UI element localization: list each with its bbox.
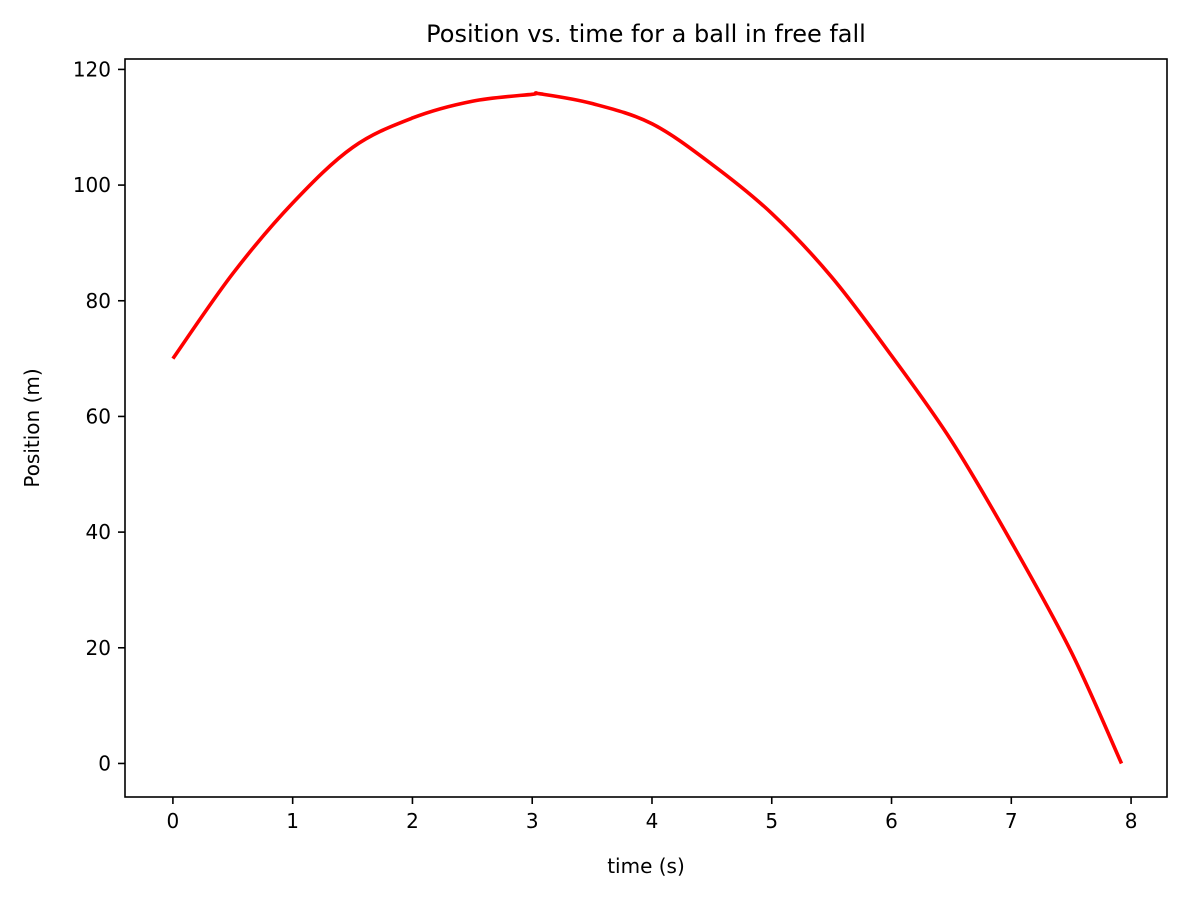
- x-tick-label: 6: [885, 809, 898, 833]
- x-tick-label: 2: [406, 809, 419, 833]
- y-tick-label: 40: [86, 520, 111, 544]
- x-tick-label: 7: [1005, 809, 1018, 833]
- x-tick-label: 3: [526, 809, 539, 833]
- series-line: [171, 91, 1124, 765]
- x-tick-label: 5: [765, 809, 778, 833]
- y-axis-label: Position (m): [20, 368, 44, 487]
- y-tick-label: 80: [86, 289, 111, 313]
- y-tick-label: 0: [98, 751, 111, 775]
- y-tick-label: 100: [73, 173, 111, 197]
- y-tick-label: 120: [73, 57, 111, 81]
- x-tick-label: 1: [286, 809, 299, 833]
- y-tick-label: 60: [86, 404, 111, 428]
- x-tick-label: 8: [1125, 809, 1138, 833]
- x-axis: 0 1 2 3 4 5 6 7 8: [167, 797, 1138, 833]
- x-axis-label: time (s): [607, 854, 685, 878]
- y-tick-label: 20: [86, 636, 111, 660]
- plot-area: [171, 91, 1124, 765]
- x-tick-label: 0: [167, 809, 180, 833]
- x-tick-label: 4: [646, 809, 659, 833]
- y-axis: 0 20 40 60 80 100 120: [73, 57, 125, 775]
- axes-frame: [124, 58, 1168, 798]
- chart-title: Position vs. time for a ball in free fal…: [426, 20, 866, 48]
